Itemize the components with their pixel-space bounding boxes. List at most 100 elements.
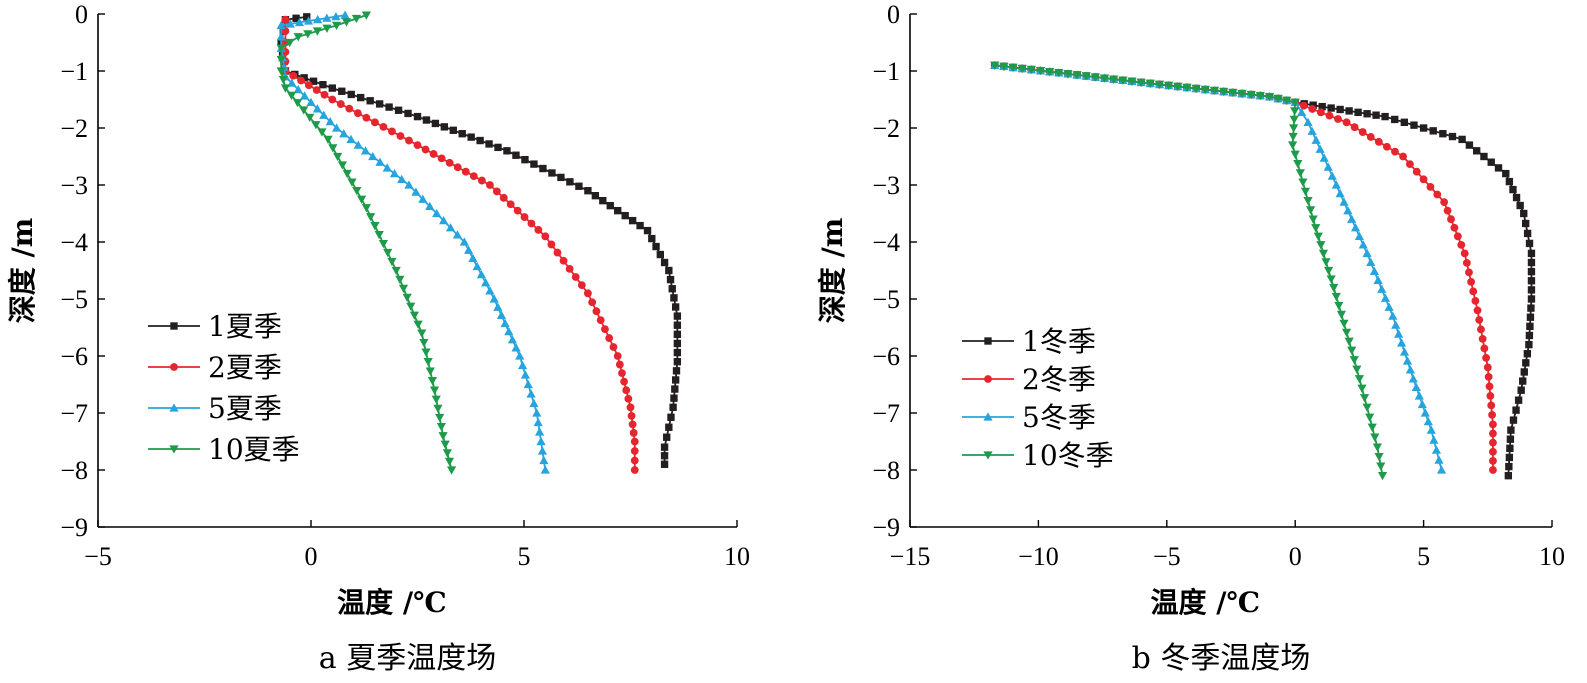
y-tick-label: −5 xyxy=(872,285,900,314)
data-point xyxy=(374,230,384,240)
data-point xyxy=(1475,315,1484,324)
data-point xyxy=(1362,248,1372,258)
data-point xyxy=(547,240,556,249)
data-point xyxy=(1303,196,1313,206)
data-point xyxy=(1522,359,1530,367)
y-tick-label: −3 xyxy=(60,171,88,200)
data-point xyxy=(476,136,484,145)
data-point xyxy=(312,104,322,113)
data-point xyxy=(671,376,680,384)
data-point xyxy=(499,193,508,202)
legend-marker xyxy=(169,445,179,454)
data-point xyxy=(458,130,466,138)
data-point xyxy=(317,128,327,137)
data-point xyxy=(1339,197,1349,206)
data-point xyxy=(413,112,422,121)
data-point xyxy=(1118,76,1128,85)
data-point xyxy=(1388,311,1398,320)
data-point xyxy=(1509,185,1517,194)
data-point xyxy=(591,192,600,200)
data-point xyxy=(1366,133,1375,141)
data-point xyxy=(440,440,450,449)
data-point xyxy=(1526,322,1534,331)
data-point xyxy=(1381,112,1389,121)
x-tick-label: 10 xyxy=(724,542,750,571)
data-point xyxy=(445,158,454,167)
data-point xyxy=(1391,115,1399,124)
data-point xyxy=(584,187,592,195)
data-point xyxy=(1323,162,1333,171)
legend-entry: 5冬季 xyxy=(962,401,1096,434)
data-point xyxy=(322,13,332,22)
data-point xyxy=(1017,64,1027,74)
data-point xyxy=(486,181,494,189)
data-point xyxy=(613,352,622,360)
data-point xyxy=(1408,374,1418,383)
data-point xyxy=(396,132,405,140)
data-point xyxy=(672,367,681,375)
x-tick-label: 5 xyxy=(518,542,531,571)
data-point xyxy=(520,213,529,221)
data-point xyxy=(418,194,428,203)
data-point xyxy=(1391,320,1401,329)
data-point xyxy=(1209,86,1220,96)
data-point xyxy=(422,116,431,124)
data-point xyxy=(489,294,499,303)
data-point xyxy=(1344,337,1354,346)
legend-label: 5夏季 xyxy=(208,392,282,425)
data-point xyxy=(1347,214,1357,223)
data-point xyxy=(276,55,286,65)
data-point xyxy=(1485,382,1494,391)
data-point xyxy=(340,10,350,19)
data-point xyxy=(391,266,401,276)
data-point xyxy=(596,316,605,325)
data-point xyxy=(1457,240,1466,249)
data-point xyxy=(1081,72,1091,81)
data-point xyxy=(1370,433,1380,442)
data-point xyxy=(493,302,503,311)
data-point xyxy=(557,173,565,182)
data-point xyxy=(347,178,357,187)
data-point xyxy=(583,289,592,298)
data-point xyxy=(444,457,455,467)
data-point xyxy=(394,106,403,114)
data-point xyxy=(1363,110,1371,118)
data-point xyxy=(468,253,478,262)
data-point xyxy=(541,232,550,241)
data-point xyxy=(1219,87,1229,97)
data-point xyxy=(1345,107,1353,115)
data-point xyxy=(1489,456,1497,465)
data-point xyxy=(539,455,549,465)
data-point xyxy=(627,411,636,420)
data-point xyxy=(1045,68,1055,77)
data-point xyxy=(464,245,474,254)
data-point xyxy=(566,178,574,186)
data-point xyxy=(511,343,521,352)
data-point xyxy=(398,284,409,294)
series-5夏季 xyxy=(276,10,550,474)
legend-entry: 10冬季 xyxy=(962,439,1114,472)
data-point xyxy=(411,187,421,196)
data-point xyxy=(1200,85,1210,95)
data-point xyxy=(370,222,380,231)
data-point xyxy=(1343,206,1353,215)
data-point xyxy=(1405,160,1414,169)
data-point xyxy=(665,423,673,431)
data-point xyxy=(286,91,297,101)
data-point xyxy=(671,385,679,393)
data-point xyxy=(1300,187,1311,197)
data-point xyxy=(660,258,669,267)
data-point xyxy=(1342,118,1351,127)
chart-panel-b: 0 −1 −2 −3 −4 −5 −6 −7 −8 −9−15 −10 −5 0 5 10 深度 /m 温度 /… xyxy=(816,0,1565,676)
data-point xyxy=(990,61,1000,70)
data-point xyxy=(673,321,682,329)
data-point xyxy=(1264,92,1275,102)
data-point xyxy=(325,116,335,126)
data-point xyxy=(1525,340,1533,349)
data-point xyxy=(432,208,442,218)
data-point xyxy=(388,127,396,136)
data-point xyxy=(1525,239,1534,248)
data-point xyxy=(1453,232,1462,241)
data-point xyxy=(1290,107,1300,116)
legend-marker xyxy=(169,403,179,412)
